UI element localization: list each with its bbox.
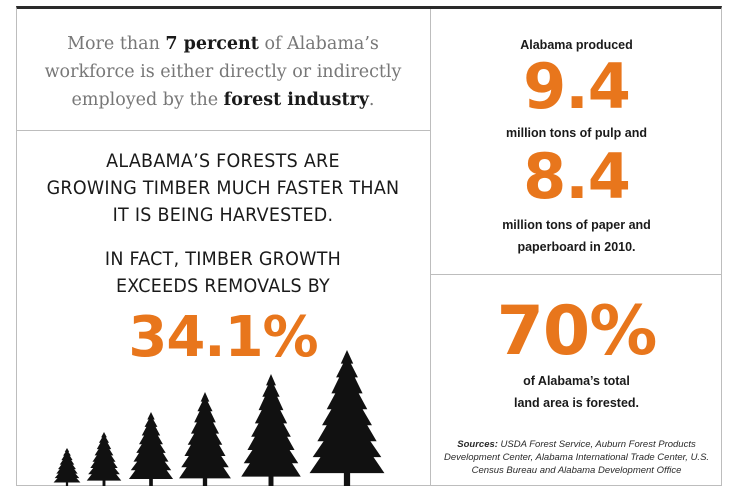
tree-icon: [86, 432, 122, 486]
workforce-text-1: More than: [67, 34, 166, 54]
tree-icon: [309, 350, 385, 486]
timber-growth-percent: 34.1%: [128, 305, 318, 370]
left-divider: [16, 130, 430, 131]
sources-note: Sources: USDA Forest Service, Auburn For…: [431, 438, 722, 477]
forests-line-2: growing timber much faster than: [46, 177, 400, 199]
vertical-divider: [430, 9, 431, 486]
pulp-value: 9.4: [523, 50, 631, 123]
timber-growth-statement: Alabama’s forests are growing timber muc…: [36, 148, 410, 300]
pulp-label: million tons of pulp and: [506, 126, 647, 140]
forests-line-1: Alabama’s forests are: [106, 150, 340, 172]
production-intro: Alabama produced: [520, 38, 633, 52]
sources-label: Sources:: [457, 439, 498, 450]
forests-line-4: In fact, timber growth: [104, 248, 342, 270]
forested-percent: 70%: [496, 292, 658, 371]
paper-label-1: million tons of paper and: [502, 218, 651, 232]
infographic-frame: [16, 6, 722, 486]
tree-icon: [241, 374, 301, 486]
right-divider: [431, 274, 722, 275]
workforce-text-3: .: [368, 90, 375, 110]
land-label-2: land area is forested.: [513, 396, 640, 410]
workforce-statement: More than 7 percent of Alabama’s workfor…: [20, 30, 426, 114]
land-label-1: of Alabama’s total: [523, 374, 630, 388]
tree-icon: [128, 412, 174, 486]
production-panel: Alabama produced 9.4 million tons of pul…: [431, 36, 722, 256]
tree-icon: [53, 448, 81, 486]
land-panel: 70% of Alabama’s total land area is fore…: [431, 296, 722, 477]
tree-icon: [179, 392, 231, 486]
forests-line-5: exceeds removals by: [115, 275, 331, 297]
paper-label-2: paperboard in 2010.: [517, 240, 636, 254]
workforce-industry: forest industry: [223, 90, 369, 110]
paper-value: 8.4: [523, 140, 631, 213]
workforce-text-2: of Alabama’s workforce is either directl…: [44, 34, 402, 110]
forests-line-3: it is being harvested.: [112, 204, 334, 226]
sources-text: USDA Forest Service, Auburn Forest Produ…: [443, 439, 710, 476]
workforce-percent: 7 percent: [165, 34, 259, 54]
